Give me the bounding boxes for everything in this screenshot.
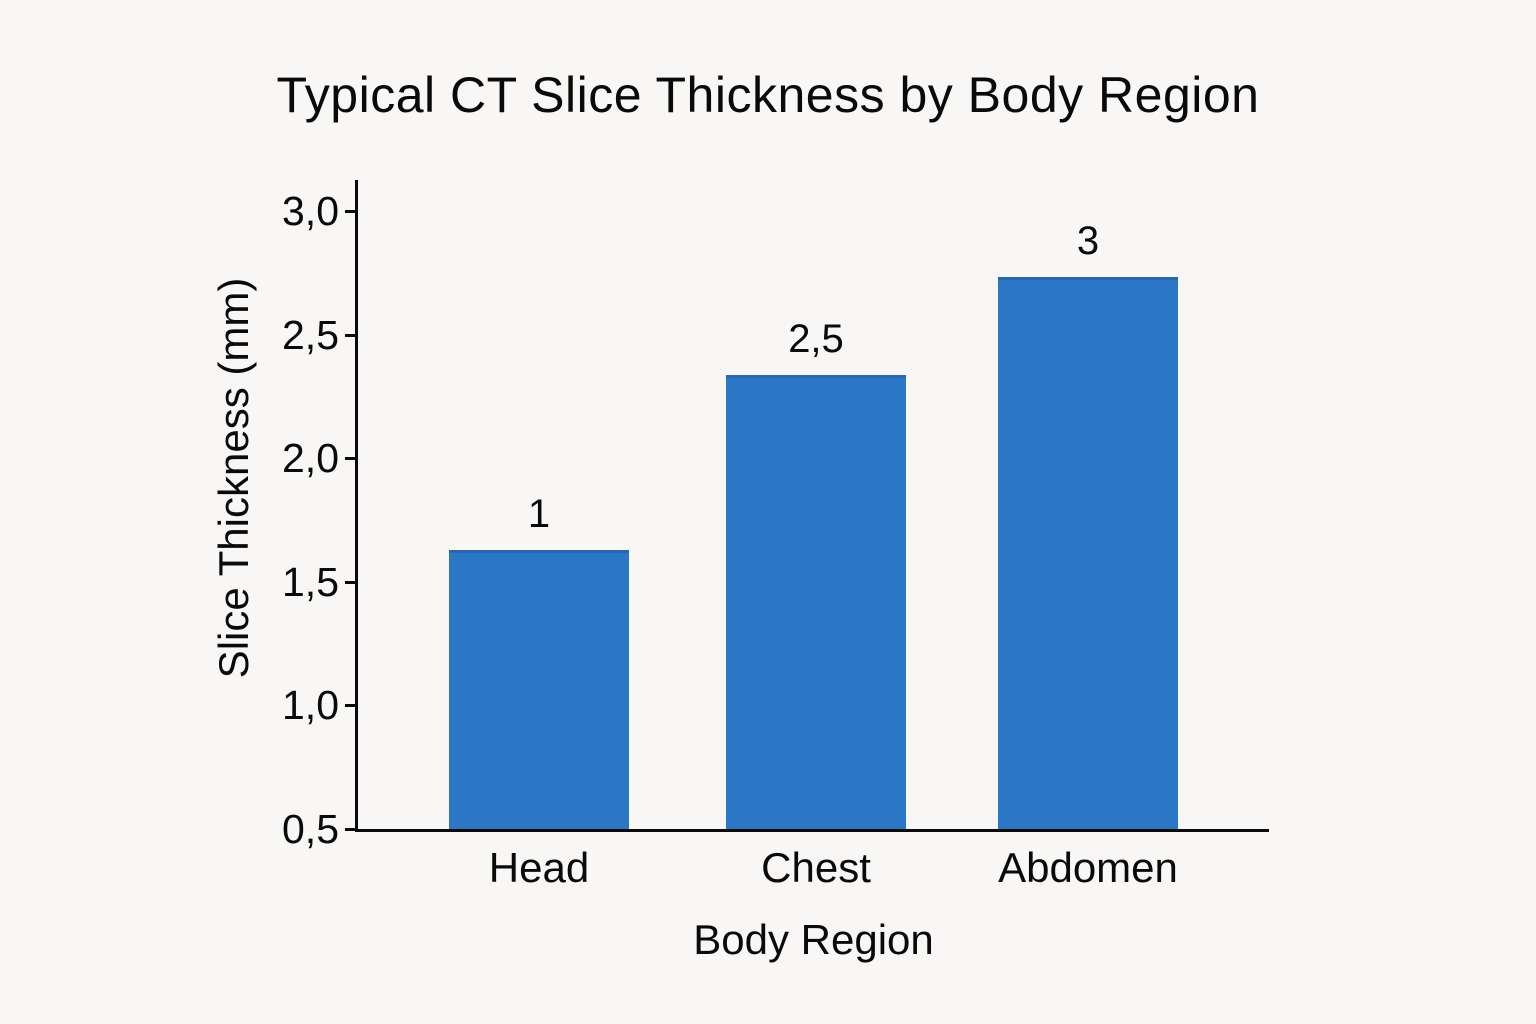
- x-axis-line: [355, 829, 1269, 832]
- y-tick: [345, 210, 355, 213]
- y-tick-label: 2,5: [282, 311, 339, 358]
- y-tick: [345, 704, 355, 707]
- x-category-label: Head: [488, 844, 590, 891]
- bar-value-label: 3: [1076, 218, 1100, 263]
- plot-area: 0,5 1,0 1,5 2,0 2,5 3,0 1 2,5 3 Head Chest Abdome…: [282, 180, 1269, 889]
- bar-value-label: 1: [527, 491, 551, 536]
- y-tick-label: 1,5: [282, 558, 339, 605]
- y-tick-label: 0,5: [282, 805, 339, 852]
- y-tick-label: 2,0: [282, 435, 339, 481]
- x-category-label: Abdomen: [998, 844, 1178, 891]
- y-tick: [345, 580, 355, 584]
- y-tick-label: 3,0: [282, 188, 339, 234]
- y-tick-label: 1,0: [282, 682, 339, 728]
- x-axis-title: Body Region: [693, 916, 934, 963]
- bar-abdomen: [998, 276, 1178, 829]
- y-tick: [345, 333, 355, 337]
- bar-value-label: 2,5: [788, 316, 844, 361]
- bar-head: [449, 549, 629, 829]
- chart-title: Typical CT Slice Thickness by Body Regio…: [276, 67, 1260, 123]
- y-tick: [345, 827, 355, 831]
- y-axis-line: [355, 180, 358, 832]
- y-tick: [345, 457, 355, 460]
- bar-chest: [726, 374, 906, 829]
- x-category-label: Chest: [761, 844, 871, 891]
